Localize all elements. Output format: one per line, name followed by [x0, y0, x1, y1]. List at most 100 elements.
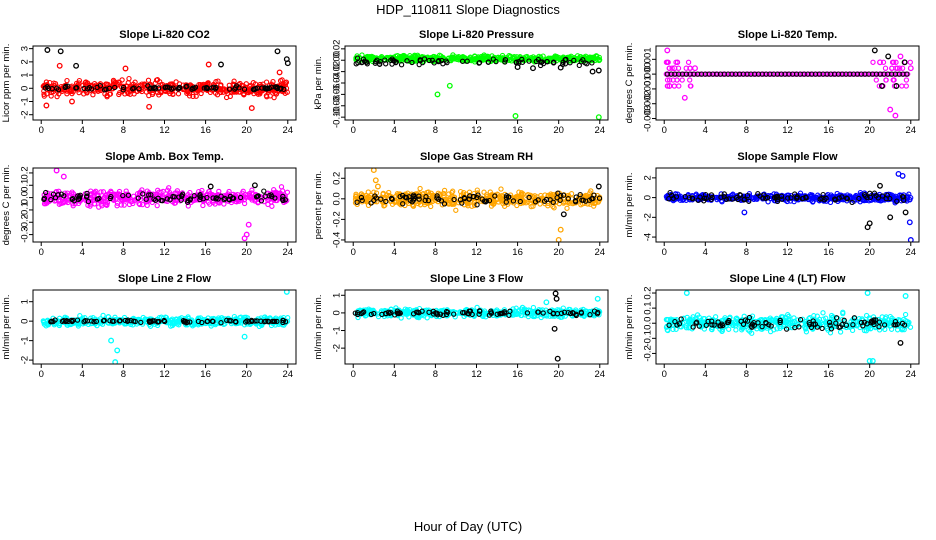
point: [576, 62, 582, 69]
point: [897, 317, 903, 323]
point: [808, 324, 815, 331]
point: [45, 85, 52, 91]
point: [190, 93, 196, 100]
point: [755, 320, 761, 326]
point: [136, 86, 142, 92]
outlier-point: [243, 231, 250, 238]
point: [85, 198, 92, 205]
outlier-point: [666, 83, 673, 89]
point: [681, 316, 687, 322]
x-tick-label: 20: [864, 369, 875, 380]
point: [204, 194, 210, 201]
point: [785, 195, 791, 201]
point: [810, 318, 816, 324]
point: [261, 198, 267, 205]
y-tick-label: 0.001: [643, 47, 654, 71]
y-tick-label: -2: [643, 213, 654, 221]
series-reference: [352, 290, 601, 362]
point: [120, 192, 126, 199]
point: [587, 312, 593, 318]
y-tick-label: 0.0: [643, 317, 654, 330]
point: [81, 85, 87, 92]
point: [785, 320, 792, 326]
point: [764, 195, 771, 201]
point: [518, 312, 525, 319]
point: [844, 196, 851, 202]
point: [894, 195, 900, 201]
x-tick-label: 24: [282, 369, 293, 380]
point: [130, 86, 136, 92]
point: [908, 195, 914, 201]
point: [539, 59, 545, 65]
outlier-point: [446, 82, 453, 89]
point: [519, 304, 526, 311]
point: [667, 189, 673, 196]
y-tick-label: 0.0: [332, 192, 343, 205]
point: [491, 200, 497, 207]
point: [365, 202, 372, 209]
outlier-point: [514, 64, 521, 71]
outlier-point: [73, 62, 80, 69]
point: [159, 197, 166, 204]
point: [517, 198, 523, 205]
point: [255, 193, 261, 199]
outlier-point: [557, 226, 564, 233]
x-tick-label: 20: [241, 369, 252, 380]
point: [254, 85, 261, 91]
point: [674, 59, 681, 65]
point: [746, 314, 753, 321]
point: [249, 187, 255, 193]
point: [467, 308, 473, 314]
point: [867, 194, 874, 200]
point: [899, 65, 906, 71]
point: [474, 202, 480, 208]
point: [747, 328, 753, 334]
scatter-points: [352, 290, 603, 362]
point: [716, 194, 722, 200]
x-tick-label: 24: [282, 247, 293, 258]
point: [841, 317, 847, 323]
outlier-point: [551, 325, 558, 332]
point: [849, 327, 856, 334]
x-tick-label: 24: [905, 125, 916, 136]
point: [547, 308, 553, 314]
point: [453, 207, 459, 213]
point: [901, 197, 907, 203]
point: [461, 310, 467, 316]
point: [415, 309, 421, 315]
point: [398, 62, 405, 68]
x-tick-label: 0: [39, 369, 44, 380]
point: [70, 203, 76, 209]
point: [881, 322, 888, 328]
panel-ylabel: ml/min per min.: [624, 295, 635, 360]
point: [763, 319, 769, 326]
y-tick-label: -0.1: [20, 202, 31, 218]
x-tick-label: 4: [703, 247, 708, 258]
panel-title: Slope Amb. Box Temp.: [105, 151, 224, 163]
point: [852, 195, 858, 201]
point: [43, 79, 50, 85]
point: [543, 196, 550, 203]
point: [887, 195, 893, 202]
point: [49, 318, 55, 324]
point: [402, 194, 408, 200]
point: [388, 309, 394, 316]
point: [409, 202, 416, 208]
point: [91, 80, 98, 87]
point: [268, 84, 274, 90]
outlier-point: [251, 182, 258, 189]
point: [441, 187, 448, 194]
point: [768, 71, 775, 77]
point: [382, 310, 389, 317]
point: [63, 198, 69, 205]
point: [43, 189, 49, 196]
point: [185, 197, 191, 204]
x-tick-label: 4: [703, 369, 708, 380]
point: [666, 322, 672, 328]
x-tick-label: 12: [782, 247, 793, 258]
y-tick-label: -0.02: [332, 61, 343, 83]
x-tick-label: 0: [662, 125, 667, 136]
outlier-point: [902, 293, 909, 299]
point: [903, 83, 909, 89]
point: [125, 80, 131, 86]
